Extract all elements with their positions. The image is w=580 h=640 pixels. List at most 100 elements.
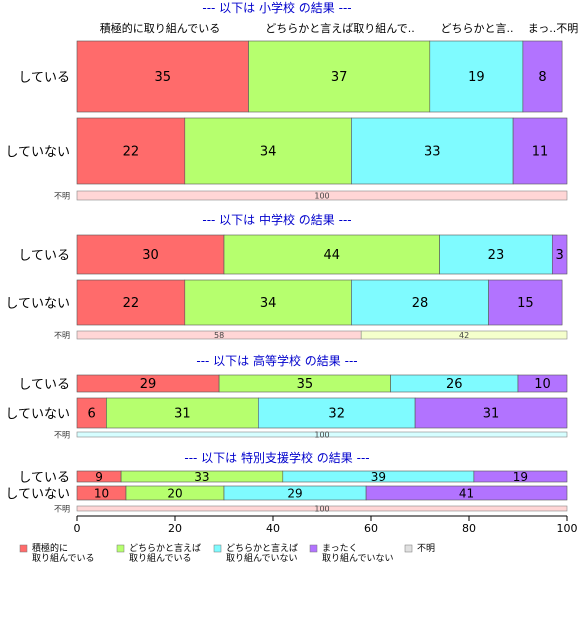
data-label: 44 [324,248,341,263]
bar-segment [429,40,524,113]
data-label: 15 [517,296,534,311]
data-label: 3 [556,248,564,263]
bar-segment [257,397,416,429]
legend-label: 積極的に [32,542,68,554]
legend-swatch [116,544,125,553]
unknown-data-label: 100 [314,505,329,514]
data-label: 32 [328,407,345,422]
data-label: 23 [488,248,505,263]
row-label: していない [5,407,70,422]
data-label: 19 [513,470,528,484]
legend-label: 取り組んでいる [129,552,192,564]
bar-segment [76,117,186,185]
data-label: 29 [287,486,302,500]
bar-segment [365,485,568,501]
legend-label: どちらかと言えば [129,542,201,554]
unknown-bar-segment [360,330,568,340]
legend-label: 取り組んでいない [322,552,394,564]
data-label: 33 [424,145,441,160]
legend-swatch [19,544,28,553]
bar-segment [351,117,514,185]
data-label: 28 [412,296,429,311]
row-label: している [18,471,70,486]
group-title: --- 以下は 小学校 の結果 --- [202,0,351,15]
data-label: 39 [371,470,386,484]
bar-segment [76,397,107,429]
x-tick-label: 80 [462,522,476,535]
unknown-data-label: 58 [214,331,224,340]
data-label: 31 [483,407,500,422]
data-label: 19 [468,70,485,85]
bar-segment [414,397,568,429]
data-label: 31 [174,407,191,422]
bar-segment [223,234,440,275]
data-label: 29 [140,377,157,392]
group-title: --- 以下は 高等学校 の結果 --- [196,353,357,368]
data-label: 26 [446,377,463,392]
unknown-data-label: 100 [314,192,329,201]
legend-swatch [213,544,222,553]
bar-segment [512,117,568,185]
data-label: 37 [331,70,348,85]
bar-segment [351,279,489,326]
bar-segment [522,40,563,113]
data-label: 9 [95,470,103,484]
unknown-data-label: 100 [314,431,329,440]
column-header: 積極的に取り組んでいる [100,21,220,35]
data-label: 20 [167,486,182,500]
bar-segment [551,234,568,275]
row-label: していない [5,297,70,312]
bar-segment [248,40,431,113]
bar-segment [76,279,186,326]
bar-segment [517,374,568,393]
row-label: している [18,71,70,86]
data-label: 30 [142,248,159,263]
legend-label: どちらかと言えば [226,542,298,554]
unknown-bar-segment [76,431,568,438]
legend-label: まったく [322,543,358,554]
bar-segment [439,234,553,275]
x-tick-label: 100 [557,522,578,535]
bar-segment [76,40,249,113]
legend-swatch [309,544,318,553]
group-title: --- 以下は 特別支援学校 の結果 --- [184,450,369,465]
unknown-data-label: 42 [459,331,469,340]
bar-segment [184,117,352,185]
row-label: している [18,249,70,264]
unknown-bar-segment [76,190,568,201]
legend-label: 取り組んでいない [226,552,298,564]
column-header: まっ..不明 [528,22,579,35]
data-label: 35 [154,70,171,85]
legend-label: 不明 [417,543,435,554]
data-label: 10 [94,486,109,500]
data-label: 10 [534,377,551,392]
data-label: 6 [88,407,96,422]
row-label: していない [5,487,70,502]
column-header: どちらかと言.. [441,22,514,35]
bar-segment [76,234,225,275]
data-label: 35 [297,377,314,392]
row-label: していない [5,145,70,160]
bar-segment [106,397,259,429]
data-label: 11 [532,145,549,160]
data-label: 22 [123,145,140,160]
unknown-row-label: 不明 [54,505,70,514]
data-label: 22 [123,296,140,311]
data-label: 8 [538,70,546,85]
x-tick-label: 60 [364,522,378,535]
group-title: --- 以下は 中学校 の結果 --- [202,212,351,227]
unknown-row-label: 不明 [54,192,70,201]
legend-label: 取り組んでいる [32,552,95,564]
unknown-bar-segment [76,505,568,512]
x-tick-label: 20 [168,522,182,535]
x-tick-label: 40 [266,522,280,535]
bar-segment [488,279,563,326]
data-label: 34 [260,296,277,311]
x-tick-label: 0 [74,522,81,535]
bar-segment [473,470,568,483]
legend-swatch [404,544,413,553]
unknown-row-label: 不明 [54,431,70,440]
data-label: 33 [194,470,209,484]
